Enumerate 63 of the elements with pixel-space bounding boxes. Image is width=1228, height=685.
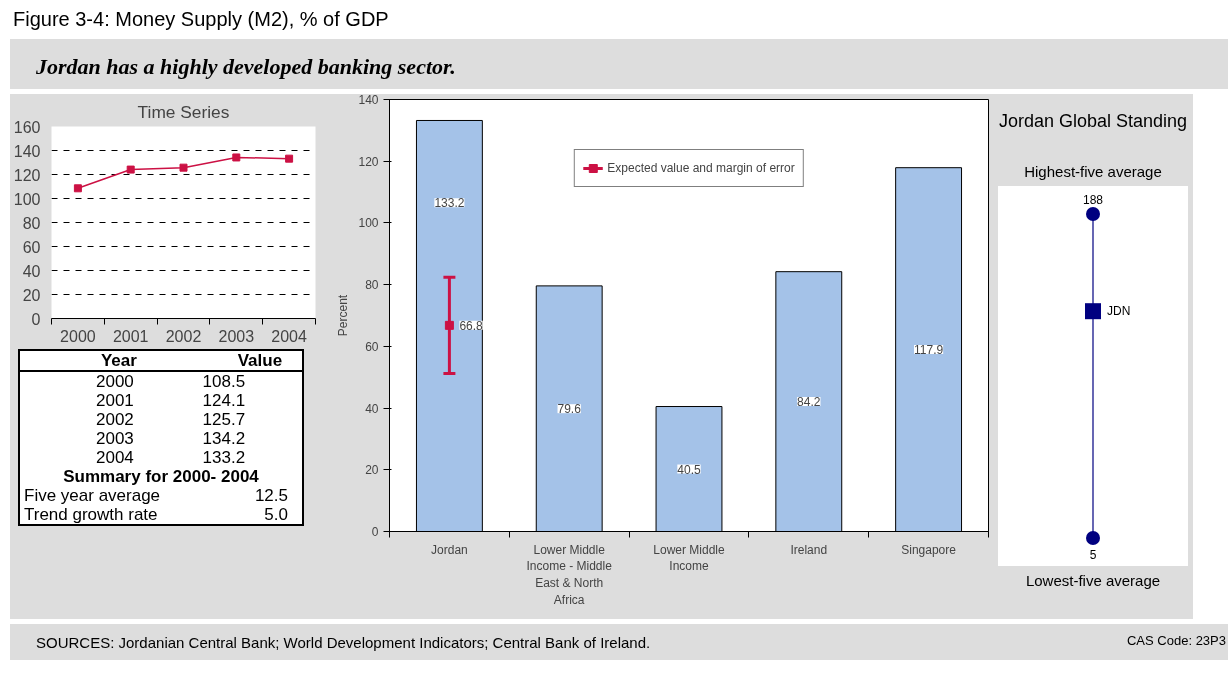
text: Summary for 2000- 2004 xyxy=(62,467,260,486)
x-tick-label: 2002 xyxy=(165,327,202,345)
x-tick-label: 2000 xyxy=(60,327,96,345)
y-tick-label: 20 xyxy=(22,286,41,304)
y-tick-label: 80 xyxy=(22,214,41,232)
legend-label: Expected value and margin of error xyxy=(607,161,795,175)
text: 2004 133.2 xyxy=(95,448,247,467)
text: JDN xyxy=(1107,304,1131,319)
y-tick-label: 0 xyxy=(371,525,379,539)
y-tick-label: 100 xyxy=(358,216,379,231)
y-tick-label: 140 xyxy=(358,93,379,107)
chart-subtitle: Jordan has a highly developed banking sector. xyxy=(36,54,456,79)
x-tick-label: 2004 xyxy=(271,327,307,345)
text: 5 xyxy=(1089,548,1097,563)
data-label: 79.6 xyxy=(557,402,582,417)
x-tick-label: 2003 xyxy=(218,327,255,345)
text: 188 xyxy=(1082,193,1104,208)
text: Lowest-five average xyxy=(1024,571,1162,592)
x-tick-label: 2001 xyxy=(112,327,149,345)
data-label: 117.9 xyxy=(914,343,944,358)
text: 2002 125.7 xyxy=(95,410,247,429)
y-tick-label: 40 xyxy=(365,401,379,416)
y-tick-label: 140 xyxy=(13,142,41,160)
point xyxy=(179,163,188,172)
x-tick-label: Ireland xyxy=(790,542,828,557)
text: Five year average xyxy=(23,486,162,505)
y-tick-label: 120 xyxy=(13,166,41,184)
point xyxy=(285,154,294,163)
text: 5.0 xyxy=(263,505,289,525)
chart-title: Time Series xyxy=(137,101,230,122)
text: Jordan Global Standing xyxy=(998,110,1188,133)
text: Figure 3-4: Money Supply (M2), % of GDP xyxy=(13,7,389,32)
x-tick-label: Lower Middle Income xyxy=(653,542,726,574)
y-tick-label: 20 xyxy=(365,463,379,478)
y-axis-title: Percent xyxy=(336,294,351,337)
text: CAS Code: 23P3 xyxy=(1126,632,1226,650)
point xyxy=(126,165,135,174)
data-label: 40.5 xyxy=(677,462,701,477)
y-tick-label: 160 xyxy=(13,118,41,136)
y-tick-label: 40 xyxy=(22,262,41,280)
y-tick-label: 60 xyxy=(22,238,41,256)
text: Trend growth rate xyxy=(23,505,159,525)
text: 2000 108.5 xyxy=(95,371,247,391)
text: Value xyxy=(236,350,284,371)
text: Highest-five average xyxy=(1023,161,1163,182)
y-tick-label: 60 xyxy=(365,339,379,354)
y-tick-label: 100 xyxy=(13,190,41,208)
y-tick-label: 80 xyxy=(365,278,379,293)
data-label: 133.2 xyxy=(434,196,465,211)
text: 12.5 xyxy=(253,486,289,505)
point xyxy=(73,184,82,193)
x-tick-label: Singapore xyxy=(901,542,957,557)
text: 2003 134.2 xyxy=(95,429,247,448)
y-tick-label: 0 xyxy=(31,310,41,328)
data-label: 84.2 xyxy=(797,395,821,410)
data-label: 66.8 xyxy=(459,318,484,333)
x-tick-label: Lower Middle Income - Middle East & North Africa xyxy=(526,542,613,607)
source-note: SOURCES: Jordanian Central Bank; World Development Indicators; Central Bank of Ireland. xyxy=(36,633,651,653)
y-tick-label: 120 xyxy=(358,154,379,169)
point xyxy=(232,153,241,162)
text: 2001 124.1 xyxy=(95,391,247,410)
text: Year xyxy=(99,350,138,371)
x-tick-label: Jordan xyxy=(431,542,468,557)
